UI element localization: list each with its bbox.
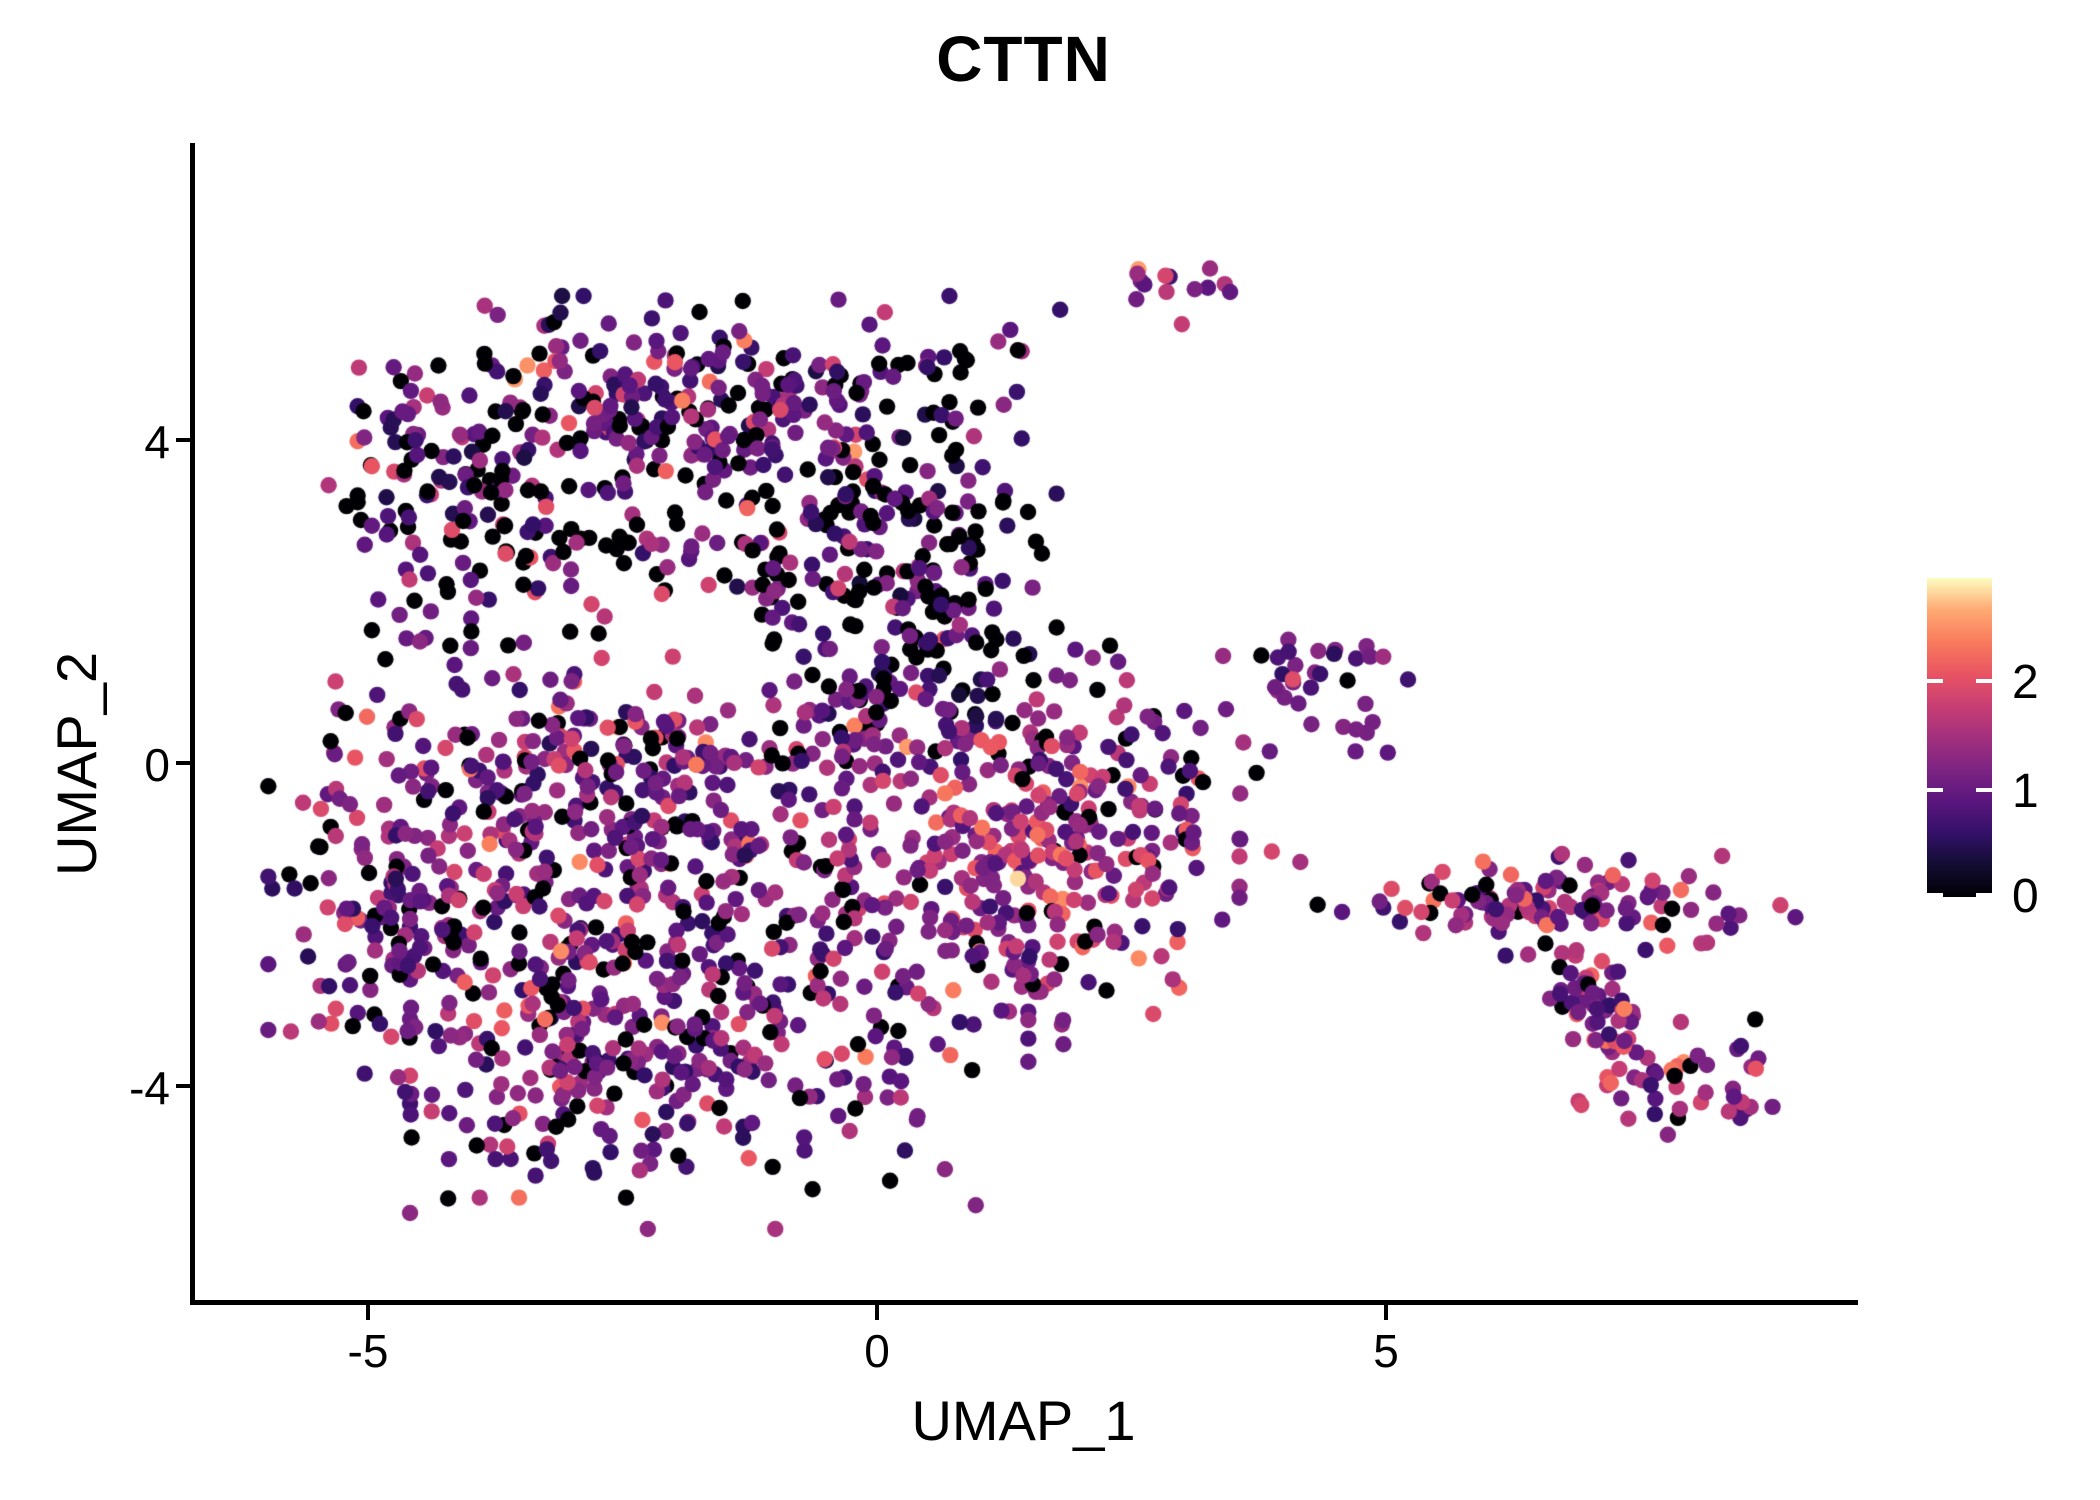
plot-title: CTTN xyxy=(936,23,1111,95)
x-tick-label: -5 xyxy=(347,1325,389,1377)
y-tick-label: 4 xyxy=(144,416,170,468)
y-tick-mark xyxy=(176,1084,191,1088)
colorbar-tick xyxy=(1976,679,1992,683)
colorbar-tick xyxy=(1976,893,1992,897)
y-axis-line xyxy=(190,143,195,1305)
y-tick-mark xyxy=(176,761,191,765)
x-tick-label: 0 xyxy=(864,1325,890,1377)
colorbar-tick xyxy=(1927,893,1943,897)
y-tick-label: -4 xyxy=(129,1062,170,1114)
legend-colorbar xyxy=(1927,578,1992,897)
x-tick-mark xyxy=(1384,1305,1388,1320)
x-tick-mark xyxy=(875,1305,879,1320)
x-tick-mark xyxy=(366,1305,370,1320)
x-axis-line xyxy=(190,1300,1858,1305)
colorbar-tick xyxy=(1927,679,1943,683)
colorbar-tick xyxy=(1927,788,1943,792)
legend-tick-label: 1 xyxy=(2012,765,2039,818)
y-tick-label: 0 xyxy=(144,739,170,791)
legend-tick-label: 0 xyxy=(2012,870,2039,923)
legend-tick-label: 2 xyxy=(2012,656,2039,709)
x-tick-label: 5 xyxy=(1373,1325,1399,1377)
y-tick-mark xyxy=(176,438,191,442)
x-axis-title: UMAP_1 xyxy=(911,1389,1136,1452)
colorbar-tick xyxy=(1976,788,1992,792)
